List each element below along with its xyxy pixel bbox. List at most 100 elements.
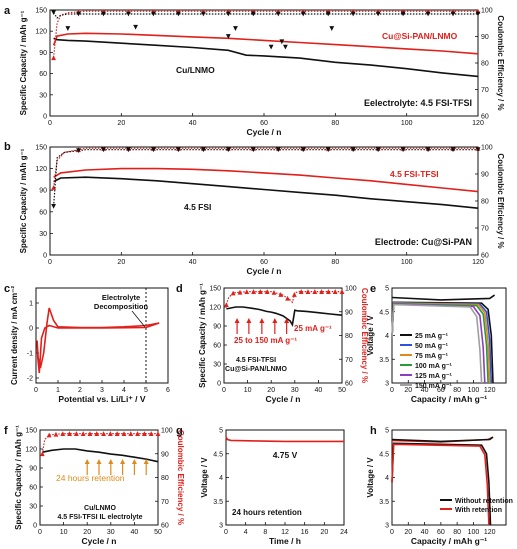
- x-tick-label: 40: [189, 259, 197, 266]
- x-tick-label: 40: [131, 529, 139, 536]
- y2-tick-label: 90: [345, 309, 353, 316]
- x-tick-label: 30: [107, 529, 115, 536]
- x-tick-label: 100: [468, 387, 480, 394]
- legend-label: 150 mA g⁻¹: [415, 383, 453, 390]
- series-point: [121, 431, 127, 436]
- y-tick-label: 120: [35, 166, 47, 173]
- series-point: [332, 289, 338, 294]
- x-tick-label: 120: [484, 529, 496, 536]
- series-point: [148, 431, 154, 436]
- voltage-label: 4.75 V: [273, 450, 298, 460]
- y-tick-label: 30: [213, 362, 221, 369]
- x-tick-label: 8: [263, 529, 267, 536]
- y-tick-label: 0: [43, 253, 47, 260]
- series-point: [268, 44, 274, 50]
- series-point: [298, 289, 304, 294]
- series-point: [425, 11, 431, 17]
- x-tick-label: 60: [437, 529, 445, 536]
- series-point: [285, 295, 290, 301]
- x-tick-label: 0: [48, 120, 52, 127]
- legend-label: Cu/LNMO: [176, 65, 215, 75]
- panel-b: b 0 20 40 60 80 100 120 0 30 60 90 120 150 60 70 80 90 100…: [4, 141, 505, 276]
- y-axis-label: Voltage / V: [200, 457, 209, 498]
- series-point: [305, 289, 311, 294]
- x-tick-label: 0: [390, 387, 394, 394]
- electrolyte-label: 4.5 FSI-TFSI IL electrolyte: [57, 514, 142, 521]
- y2-tick-label: 100: [481, 145, 493, 152]
- retention-arrow-head: [84, 459, 90, 464]
- x-tick-label: 120: [472, 259, 484, 266]
- x-tick-label: 20: [267, 387, 275, 394]
- series-point: [329, 26, 335, 31]
- y-tick-label: 0: [43, 114, 47, 121]
- electrolyte-label: 4.5 FSI-TFSI: [236, 357, 276, 364]
- y-tick-label: 90: [39, 188, 47, 195]
- y-tick-label: 3.5: [213, 499, 223, 506]
- x-tick-label: 20: [117, 259, 125, 266]
- y-tick-label: 150: [209, 286, 221, 293]
- x-tick-label: 50: [338, 387, 346, 394]
- series-point: [475, 11, 481, 17]
- retention-label: 24 hours retention: [232, 508, 302, 517]
- x-tick-label: 40: [421, 387, 429, 394]
- y2-tick-label: 80: [161, 475, 169, 482]
- series-point: [225, 11, 231, 17]
- legend-label: 4.5 FSI-TFSI: [390, 169, 439, 179]
- panel-letter: a: [4, 5, 11, 17]
- x-tick-label: 12: [281, 529, 289, 536]
- y-tick-label: 120: [209, 305, 221, 312]
- panel-letter: e: [370, 283, 376, 295]
- y-axis-label: Current density / mA cm⁻²: [10, 286, 19, 385]
- x-tick-label: 0: [224, 529, 228, 536]
- x-tick-label: 60: [260, 259, 268, 266]
- panel-letter: b: [4, 141, 11, 153]
- x-tick-label: 20: [404, 529, 412, 536]
- series-point: [176, 11, 181, 17]
- y2-tick-label: 100: [345, 286, 357, 293]
- y-axis-label: Voltage / V: [366, 315, 375, 356]
- series-point: [51, 55, 56, 61]
- panel-e: e 0 20 40 60 80 100 120 3 3.5 4 4.5 5 Capacity / mAh …: [366, 283, 507, 404]
- y2-tick-label: 90: [481, 34, 489, 41]
- series-line: [391, 294, 496, 301]
- y2-axis-label: Coulombic Efficiency / %: [176, 430, 185, 525]
- series-point: [225, 147, 231, 153]
- cell-label: Cu@Si-PAN/LNMO: [225, 366, 287, 373]
- x-tick-label: 0: [34, 387, 38, 394]
- y-tick-label: 60: [39, 209, 47, 216]
- series-point: [237, 289, 243, 295]
- legend-label: 125 mA g⁻¹: [415, 373, 453, 380]
- series-point: [275, 147, 281, 153]
- y-tick-label: 5: [219, 428, 223, 435]
- series-line: [225, 436, 344, 443]
- y-tick-label: 60: [29, 485, 37, 492]
- x-tick-label: 40: [421, 529, 429, 536]
- annotation-arrow: [131, 310, 146, 328]
- series-point: [244, 289, 250, 295]
- x-tick-label: 120: [484, 387, 496, 394]
- y-tick-label: 150: [35, 145, 47, 152]
- series-point: [76, 148, 81, 153]
- annotation-line1: Electrolyte: [102, 293, 140, 302]
- x-tick-label: 4: [244, 529, 248, 536]
- x-tick-label: 3: [100, 387, 104, 394]
- series-point: [176, 147, 181, 153]
- y2-tick-label: 80: [481, 61, 489, 68]
- panel-letter: d: [176, 283, 183, 295]
- series-point: [53, 431, 59, 437]
- series-point: [325, 289, 331, 294]
- panel-letter: c: [4, 283, 10, 295]
- y2-tick-label: 60: [481, 253, 489, 260]
- series-point: [279, 39, 285, 45]
- y2-tick-label: 100: [481, 8, 493, 15]
- y2-tick-label: 90: [161, 451, 169, 458]
- x-tick-label: 0: [38, 529, 42, 536]
- x-tick-label: 20: [404, 387, 412, 394]
- y2-tick-label: 60: [481, 114, 489, 121]
- x-axis-label: Cycle / n: [82, 536, 117, 546]
- series-point: [101, 11, 106, 17]
- electrolyte-annotation: Eelectrolyte: 4.5 FSI-TFSI: [364, 98, 472, 108]
- x-axis-label: Potential vs. Li/Li⁺ / V: [58, 394, 145, 404]
- rate-arrow-head: [284, 318, 290, 323]
- x-tick-label: 30: [291, 387, 299, 394]
